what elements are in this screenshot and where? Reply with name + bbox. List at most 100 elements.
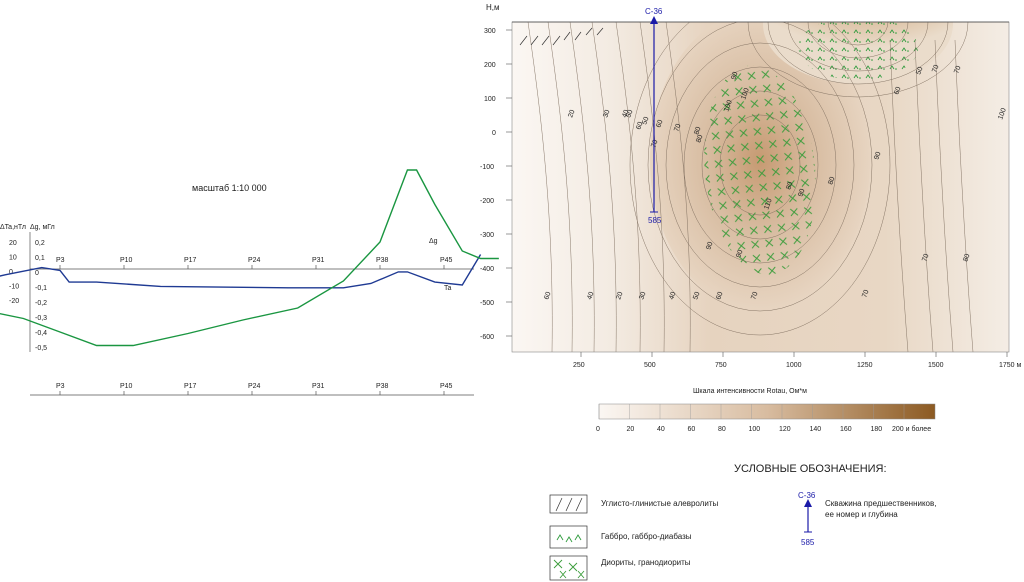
- contour-label: 50: [625, 109, 634, 119]
- colorbar-tick-label: 80: [718, 426, 726, 433]
- contour-label: 30: [638, 291, 647, 301]
- well-marker: С-36 585: [645, 7, 663, 225]
- g-tick-label: -0,2: [35, 300, 47, 307]
- profile-panel: масштаб 1:10 000 ΔTa,нТл Δg, мГл 20 10 0 -1…: [0, 169, 499, 396]
- g-tick-label: -0,3: [35, 315, 47, 322]
- picket-label: P38: [376, 257, 389, 264]
- g-axis-label: Δg, мГл: [30, 224, 55, 231]
- contour-line: [934, 39, 954, 352]
- contour-line: [914, 39, 934, 352]
- section-y-tick-label: -100: [480, 164, 494, 171]
- section-y-tick-label: 0: [492, 130, 496, 137]
- ta-tick-label: -10: [9, 284, 19, 291]
- contour-label: 40: [586, 291, 595, 301]
- contour-label: 70: [953, 65, 962, 75]
- contour-label: 90: [730, 71, 739, 81]
- picket-ruler-label: P24: [248, 383, 261, 390]
- contour-label: 60: [655, 119, 664, 129]
- contour-label: 90: [797, 188, 806, 198]
- contour-line: [787, 22, 929, 72]
- colorbar-tick-label: 160: [840, 426, 852, 433]
- well-name: С-36: [645, 7, 663, 16]
- contour-label: 20: [615, 291, 624, 301]
- colorbar-tick-label: 180: [871, 426, 883, 433]
- ta-curve: [0, 254, 482, 289]
- legend-well-depth: 585: [801, 538, 815, 547]
- section-y-tick-label: -200: [480, 198, 494, 205]
- section-x-tick-label: 1000: [786, 362, 802, 369]
- contour-label: 50: [641, 116, 650, 126]
- colorbar-title: Шкала интенсивности Rotau, Ом*м: [693, 388, 807, 395]
- section-y-tick-label: -300: [480, 232, 494, 239]
- gabbro-body: [798, 22, 918, 80]
- contour-label: 100: [723, 99, 734, 112]
- picket-label: P17: [184, 257, 197, 264]
- legend-title: УСЛОВНЫЕ ОБОЗНАЧЕНИЯ:: [734, 463, 887, 475]
- diorite-swatch: [549, 555, 588, 581]
- colorbar-tick-label: 40: [657, 426, 665, 433]
- scale-label: масштаб 1:10 000: [192, 183, 267, 193]
- legend-siltstone: Углисто-глинистые алевролиты: [601, 499, 718, 508]
- contour-label: 70: [861, 289, 870, 299]
- contour-label: 80: [827, 176, 836, 186]
- legend-well: С-36 585 Скважина предшественников, ее н…: [798, 491, 936, 547]
- contour-line: [807, 22, 909, 59]
- contour-line: [591, 22, 617, 352]
- ta-tick-label: 0: [9, 269, 13, 276]
- picket-label: P31: [312, 257, 325, 264]
- picket-ruler-label: P3: [56, 383, 65, 390]
- colorbar: Шкала интенсивности Rotau, Ом*м 0 20 40 60 8…: [596, 388, 936, 433]
- contour-lines: [527, 22, 974, 352]
- contour-label: 80: [962, 253, 971, 263]
- contour-line: [665, 22, 691, 352]
- section-y-tick-label: -600: [480, 334, 494, 341]
- legend-well-text-2: ее номер и глубина: [825, 510, 898, 519]
- contour-line: [647, 22, 873, 312]
- siltstone-hatch: [519, 27, 604, 46]
- picket-ruler-label: P10: [120, 383, 133, 390]
- contour-label: 110: [763, 198, 773, 211]
- contour-label: 20: [567, 109, 576, 119]
- section-x-tick-label: 1500: [928, 362, 944, 369]
- picket-label: P3: [56, 257, 65, 264]
- g-curve-label: Δg: [429, 238, 438, 245]
- picket-ruler-label: P17: [184, 383, 197, 390]
- colorbar-tick-label: 20: [627, 426, 635, 433]
- contour-label: 70: [673, 123, 682, 133]
- picket-label: P45: [440, 257, 453, 264]
- contour-label: 60: [635, 121, 644, 131]
- well-arrow-icon: [650, 16, 658, 24]
- section-y-tick-label: -400: [480, 266, 494, 273]
- colorbar-tick-label: 120: [779, 426, 791, 433]
- g-curve: [0, 169, 499, 347]
- contour-line: [629, 22, 891, 336]
- legend-well-arrow-icon: [804, 499, 812, 507]
- contour-line: [701, 90, 819, 240]
- contour-label: 60: [543, 291, 552, 301]
- g-tick-label: -0,1: [35, 285, 47, 292]
- g-tick-label: -0,4: [35, 330, 47, 337]
- contour-label: 80: [693, 126, 702, 136]
- diorite-body: [704, 65, 816, 275]
- contour-label: 80: [695, 134, 704, 144]
- ta-ticks: 20 10 0 -10 -20: [9, 240, 19, 305]
- picket-ruler-label: P38: [376, 383, 389, 390]
- contour-label: 50: [915, 66, 924, 76]
- pickets-bottom: P3 P10 P17 P24 P31 P38 P45: [56, 383, 453, 395]
- siltstone-swatch: [549, 494, 588, 514]
- contour-line: [747, 22, 969, 98]
- colorbar-tick-label: 200 и более: [892, 425, 931, 433]
- section-y-axis-label: Н,м: [486, 3, 500, 12]
- contour-label: 50: [692, 291, 701, 301]
- legend: УСЛОВНЫЕ ОБОЗНАЧЕНИЯ: Углисто-глинистые …: [549, 463, 936, 581]
- contour-line: [569, 22, 595, 352]
- contour-label: 90: [873, 151, 882, 161]
- section-y-tick-label: 100: [484, 96, 496, 103]
- contour-line: [665, 42, 855, 288]
- section-x-tick-label: 250: [573, 362, 585, 369]
- colorbar-ramp: [598, 403, 936, 420]
- contour-line: [639, 22, 665, 352]
- legend-well-text-1: Скважина предшественников,: [825, 499, 936, 508]
- section-x-tick-label: 1750 м: [999, 362, 1022, 369]
